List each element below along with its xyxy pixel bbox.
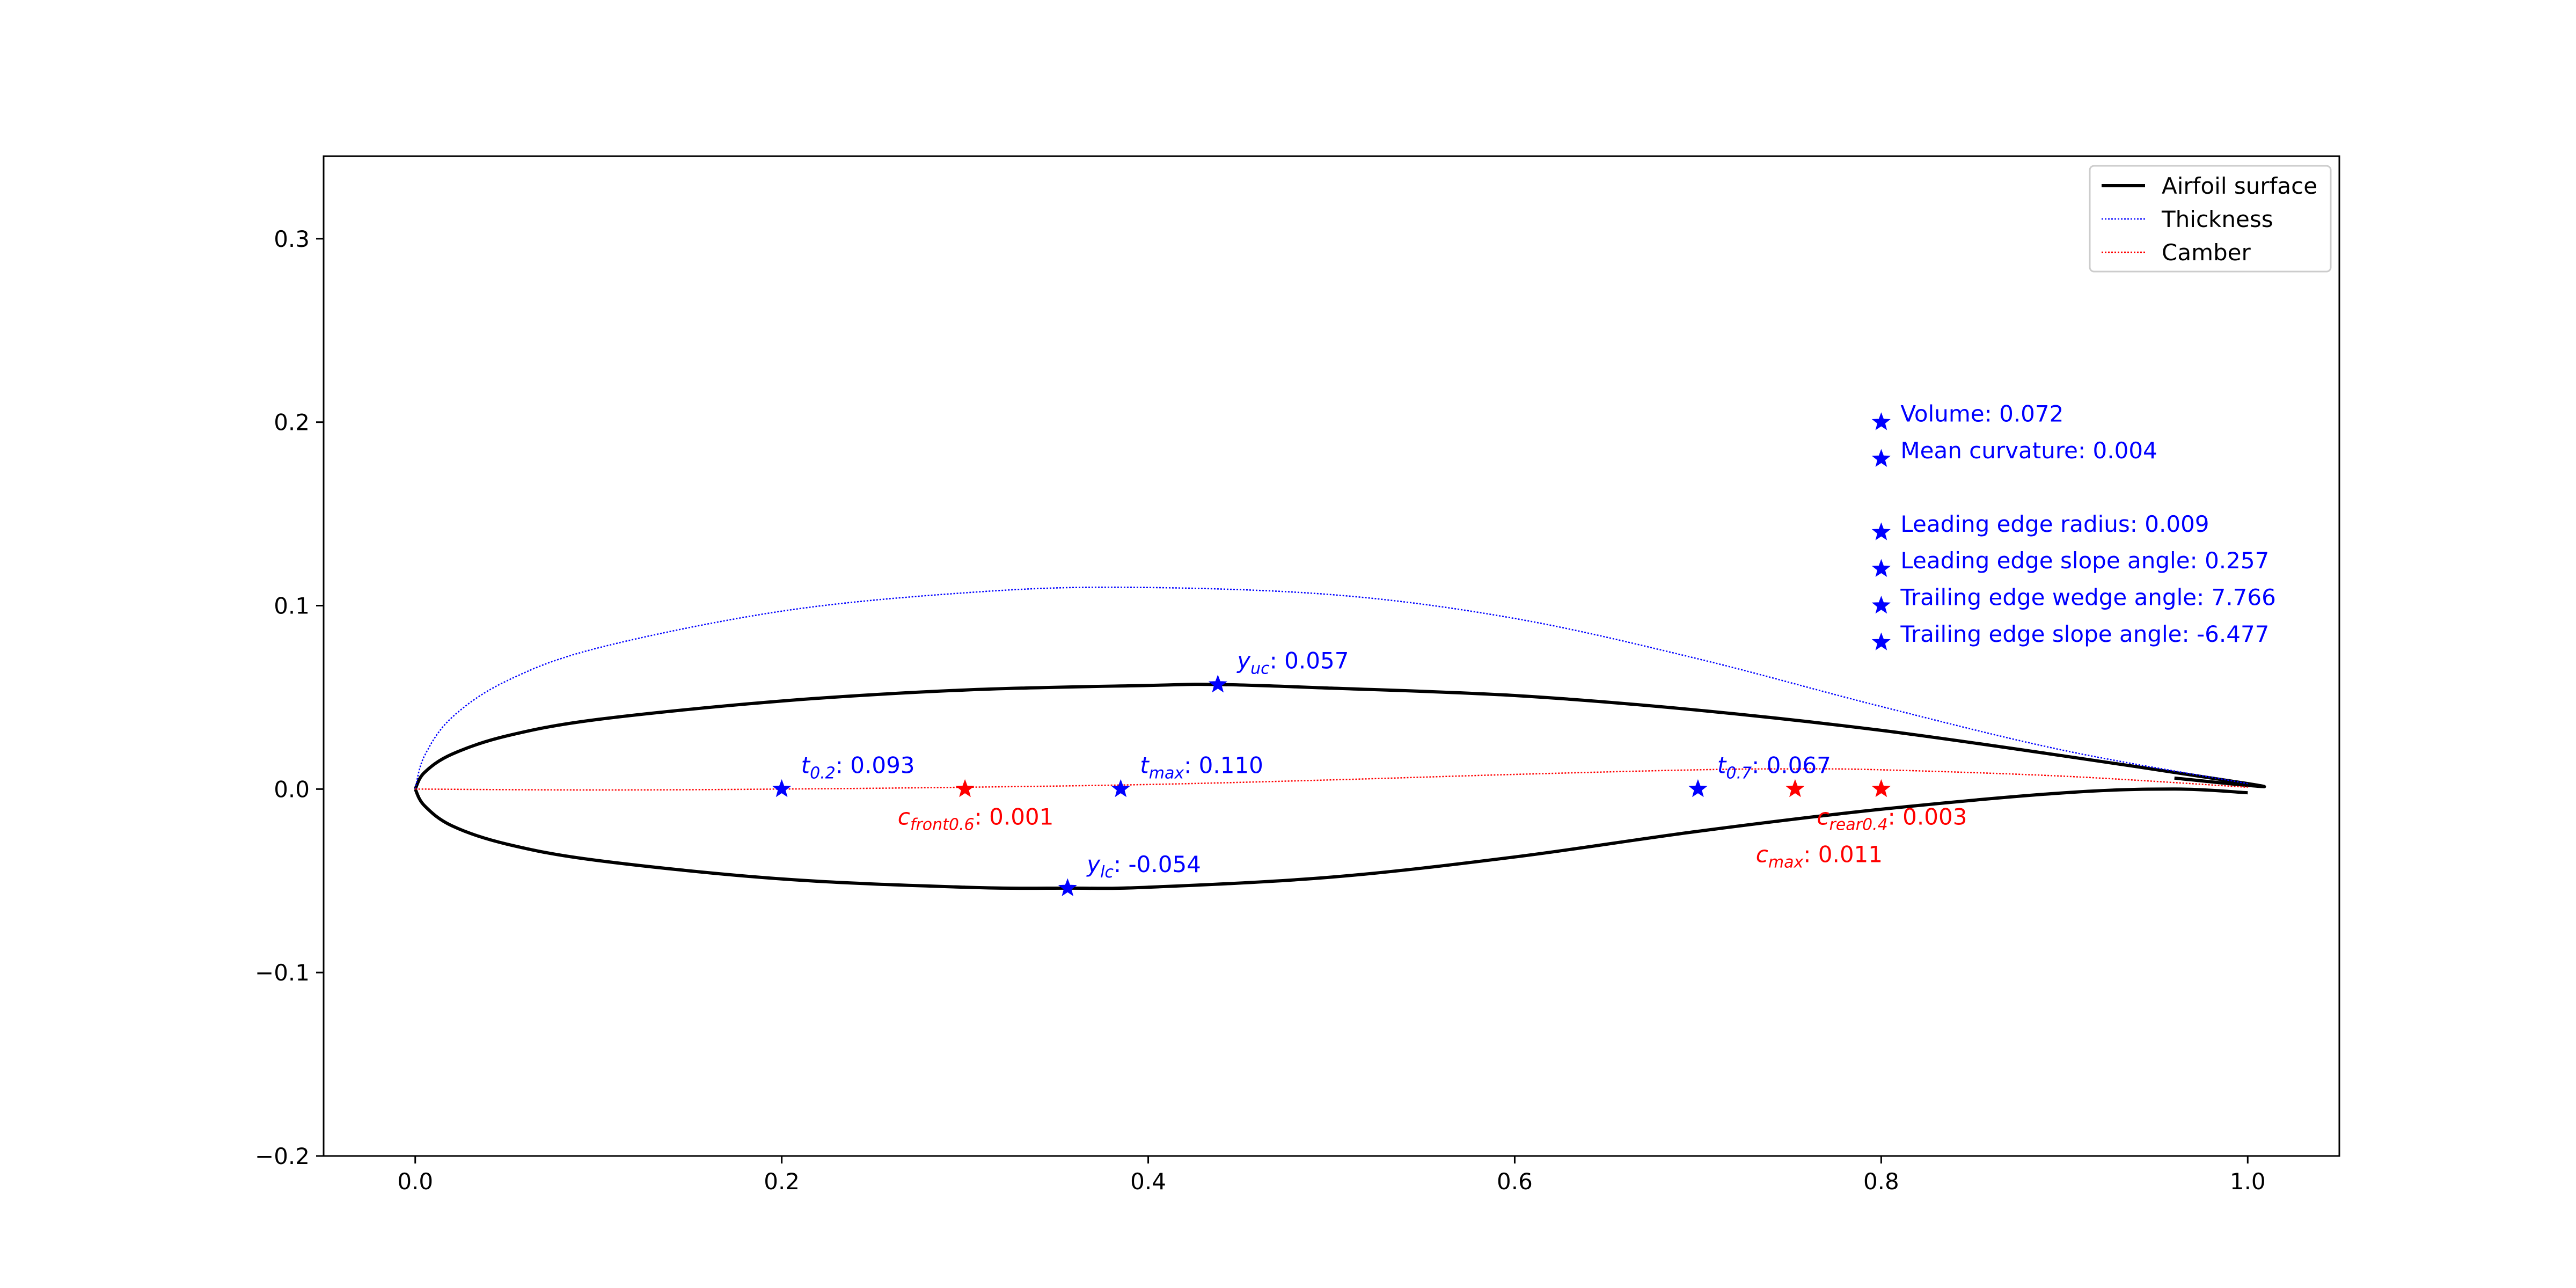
marker-t-0-2	[772, 779, 792, 797]
metric-label-volume: Volume: 0.072	[1900, 401, 2063, 427]
annotation-t-0-2: t0.2: 0.093	[801, 752, 915, 782]
marker-y-uc	[1208, 675, 1227, 693]
annotation-t-max: tmax: 0.110	[1140, 752, 1263, 782]
plot-frame	[323, 155, 2340, 1157]
series-layer	[413, 586, 2266, 890]
marker-y-lc	[1058, 878, 1077, 896]
metric-layer: Volume: 0.072 Mean curvature: 0.004 Leadin…	[1871, 401, 2276, 650]
annotation-c-front0-6: cfront0.6: 0.001	[898, 803, 1054, 834]
annotation-y-lc: ylc: -0.054	[1086, 851, 1201, 882]
legend: Airfoil surface Thickness Camber	[2089, 165, 2332, 273]
marker-t-0-7	[1688, 779, 1708, 797]
y-tick-label-0-1: −0.1	[255, 960, 310, 986]
y-tick-label-0-3: 0.3	[274, 226, 310, 252]
metric-label-mean-curvature: Mean curvature: 0.004	[1900, 437, 2157, 464]
x-tick-label-0-0: 0.0	[397, 1168, 433, 1195]
x-tick-label-0-2: 0.2	[764, 1168, 800, 1195]
series-line-airfoil-surface-upper	[413, 683, 2266, 790]
legend-label-thickness: Thickness	[2161, 206, 2273, 232]
annotation-c-max: cmax: 0.011	[1756, 841, 1883, 872]
x-tick-label-1-0: 1.0	[2230, 1168, 2266, 1195]
series-line-airfoil-surface-lower	[413, 787, 2248, 890]
metric-label-leading-edge-slope-angle: Leading edge slope angle: 0.257	[1900, 547, 2269, 574]
annotation-c-rear0-4: crear0.4: 0.003	[1817, 803, 1967, 834]
metric-marker-trailing-edge-wedge-angle	[1871, 596, 1891, 614]
y-tick-label-0-2: −0.2	[255, 1143, 310, 1169]
metric-label-trailing-edge-wedge-angle: Trailing edge wedge angle: 7.766	[1900, 584, 2275, 611]
marker-layer: yuc: 0.057 ylc: -0.054 t0.2: 0.093 tmax: 0.…	[772, 648, 1967, 896]
metric-label-leading-edge-radius: Leading edge radius: 0.009	[1900, 511, 2209, 537]
annotation-t-0-7: t0.7: 0.067	[1717, 752, 1831, 782]
x-tick-label-0-8: 0.8	[1863, 1168, 1899, 1195]
metric-label-trailing-edge-slope-angle: Trailing edge slope angle: -6.477	[1900, 621, 2269, 647]
metric-marker-leading-edge-slope-angle	[1871, 559, 1891, 577]
y-tick-label-0-1: 0.1	[274, 592, 310, 619]
x-tick-label-0-6: 0.6	[1497, 1168, 1533, 1195]
y-tick-label-0-0: 0.0	[274, 776, 310, 802]
series-line-thickness	[414, 586, 2248, 789]
legend-label-airfoil-surface: Airfoil surface	[2162, 173, 2317, 199]
marker-c-max	[1785, 779, 1805, 797]
legend-box	[2089, 165, 2332, 273]
series-line-camber	[415, 768, 2248, 791]
y-tick-label-0-2: 0.2	[274, 409, 310, 436]
metric-marker-mean-curvature	[1871, 449, 1891, 467]
x-tick-label-0-4: 0.4	[1130, 1168, 1166, 1195]
metric-marker-volume	[1871, 412, 1891, 430]
legend-label-camber: Camber	[2162, 239, 2251, 266]
marker-c-rear0-4	[1871, 779, 1891, 797]
annotation-y-uc: yuc: 0.057	[1236, 648, 1349, 678]
axes-layer: 0.0 0.2 0.4 0.6 0.8 1.0 −0.2 −0.1 0.0 0.1 0.2 0.3	[255, 155, 2340, 1195]
metric-marker-trailing-edge-slope-angle	[1871, 632, 1891, 650]
marker-t-max	[1111, 779, 1130, 797]
metric-marker-leading-edge-radius	[1871, 522, 1891, 540]
marker-c-front0-6	[955, 779, 975, 797]
